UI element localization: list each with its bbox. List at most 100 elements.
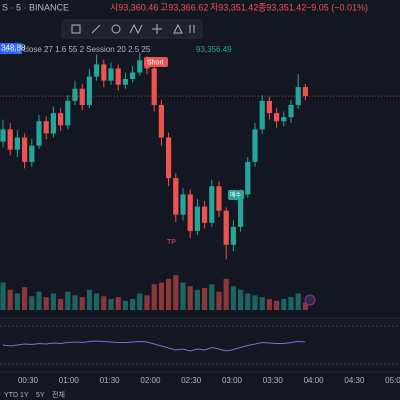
candle-body [252, 129, 258, 162]
candle-body [65, 100, 71, 126]
candle-body [223, 210, 229, 245]
candle-body [230, 226, 236, 245]
candle-body [173, 178, 179, 215]
time-label: 02:30 [181, 376, 202, 385]
volume-bar [130, 299, 136, 310]
volume-bar [180, 282, 186, 310]
candle-body [216, 186, 222, 211]
volume-bar [72, 295, 78, 310]
candle-body [288, 105, 294, 118]
side-price: 348.88 [1, 44, 26, 53]
tool-icon[interactable] [111, 24, 121, 34]
tool-icon[interactable] [91, 24, 101, 34]
range-button[interactable]: 전체 [52, 390, 65, 399]
drawing-toolbar[interactable] [61, 19, 203, 39]
candle-body [295, 87, 301, 105]
ohlc-open: 시93,360.46 [110, 2, 158, 12]
volume-bar [36, 291, 42, 310]
volume-bar [288, 297, 294, 310]
indicator-value: 93,356.49 [196, 45, 232, 54]
volume-bar [137, 293, 143, 310]
candle-body [266, 100, 272, 114]
volume-bar [94, 293, 100, 310]
volume-bar [144, 295, 150, 310]
candle-body [166, 137, 172, 179]
tool-icon[interactable] [71, 24, 81, 34]
volume-bar [79, 297, 85, 310]
range-button[interactable]: 1Y [20, 392, 29, 399]
time-label: 04:00 [304, 376, 325, 385]
candle-body [86, 76, 92, 105]
volume-bar [158, 282, 164, 310]
volume-bar [0, 282, 6, 310]
volume-bar [245, 293, 251, 310]
candle-body [202, 206, 208, 223]
volume-bar [216, 291, 222, 310]
alert-icon[interactable] [304, 294, 316, 306]
candle-body [36, 121, 42, 146]
volume-bar [65, 291, 71, 310]
marks: 00:30 01:00 01:30 02:00 02:30 03:00 03:30 04:00… [0, 52, 400, 399]
volume-bar [259, 297, 265, 310]
tool-icon[interactable] [189, 25, 195, 33]
volume-bar [209, 284, 215, 310]
tool-icon[interactable] [173, 23, 183, 34]
volume-bar [22, 287, 28, 310]
candle-body [194, 206, 200, 231]
time-label: 02:00 [140, 376, 161, 385]
volume-bar [187, 286, 193, 310]
symbol: S · 5 · BINANCE [2, 2, 69, 12]
long-label: 매수 [230, 191, 242, 199]
time-label: 03:00 [222, 376, 243, 385]
price-badge [0, 43, 22, 54]
range-button[interactable]: 5Y [36, 392, 45, 399]
volume-bar [194, 289, 200, 310]
tool-icon[interactable] [129, 23, 143, 35]
candle-body [7, 129, 13, 150]
volume-bar [252, 295, 258, 310]
volume-bar [223, 278, 229, 310]
candle-body [108, 68, 114, 81]
candle-body [238, 194, 244, 227]
time-label: 03:30 [263, 376, 284, 385]
candle-body [259, 100, 265, 130]
candle-body [137, 60, 143, 73]
candle-body [14, 137, 20, 150]
volume-bar [108, 299, 114, 310]
time-label: 00:30 [18, 376, 39, 385]
ohlc-high: 고93,366.62 [160, 2, 208, 12]
volume-bar [122, 300, 128, 310]
volume-bar [14, 293, 20, 310]
candle-body [130, 72, 136, 79]
candle-body [180, 194, 186, 215]
candle-body [101, 64, 107, 81]
tool-icon[interactable] [152, 24, 162, 34]
candle-body [209, 186, 215, 223]
candle-body [50, 113, 56, 134]
volume-bar [238, 289, 244, 310]
volume-bar [281, 299, 287, 310]
volume-bar [58, 299, 64, 310]
candle-body [115, 68, 121, 85]
candle-body [58, 113, 64, 126]
volume-bar [86, 289, 92, 310]
candle-body [79, 88, 85, 105]
volume-bar [295, 293, 301, 310]
short-badge [144, 57, 168, 67]
volume-bar [43, 297, 49, 310]
candle-body [302, 87, 308, 97]
volume-bar [302, 302, 308, 310]
tp-label: TP [167, 239, 176, 246]
time-label: 05:00 [385, 376, 400, 385]
volume-bar [202, 288, 208, 310]
candle-body [94, 64, 100, 77]
volume-bar [151, 284, 157, 310]
volume-bar [115, 297, 121, 310]
candle-body [22, 137, 28, 162]
candle-body [281, 117, 287, 122]
time-label: 04:30 [344, 376, 365, 385]
range-button[interactable]: YTD [4, 392, 18, 399]
candle-body [158, 105, 164, 138]
